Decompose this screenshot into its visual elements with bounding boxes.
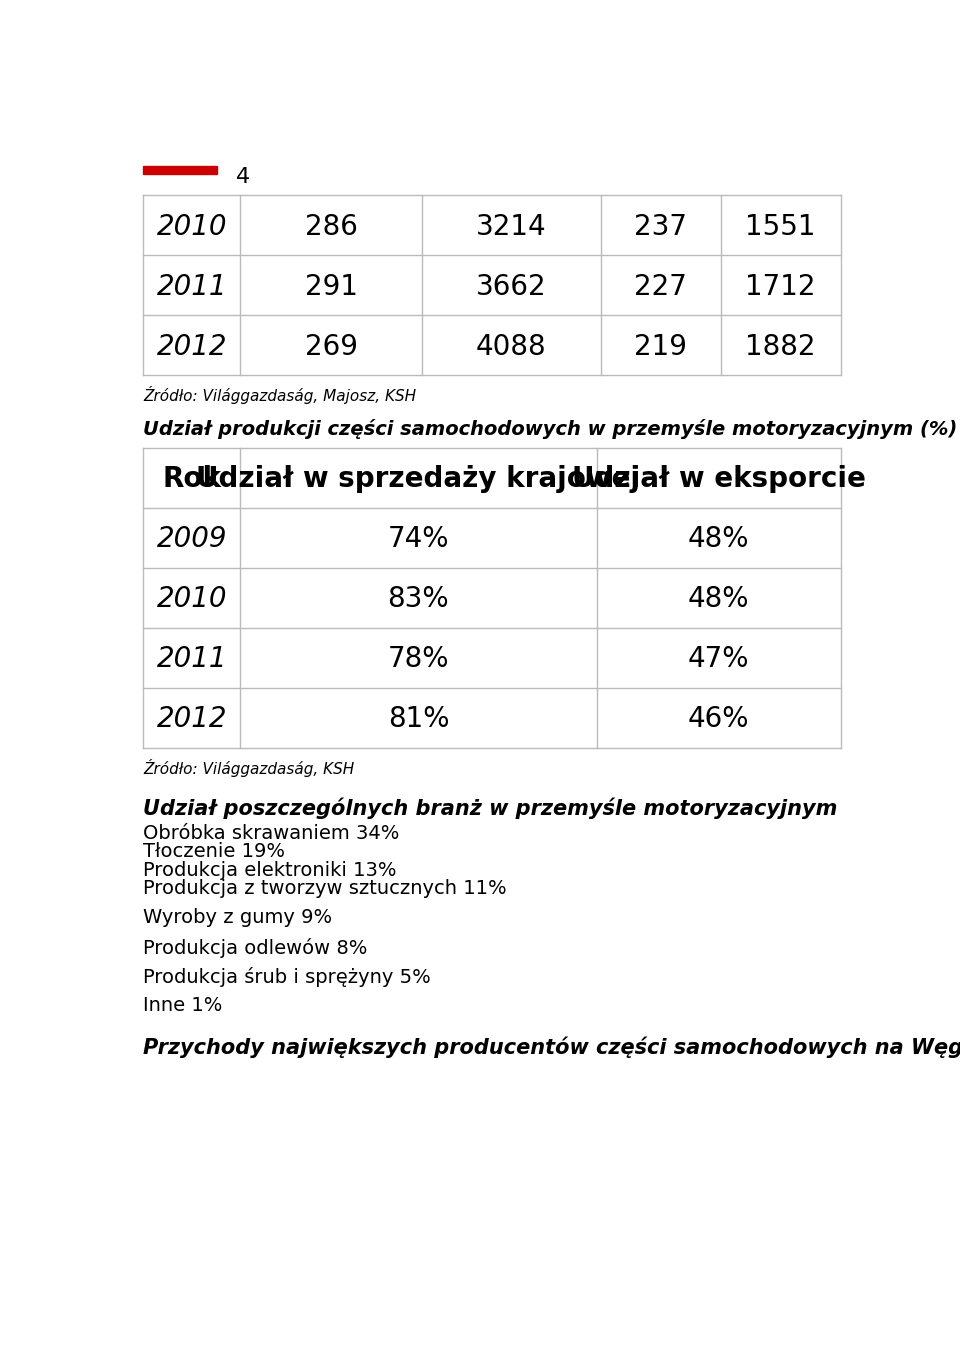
Text: 81%: 81% [388, 705, 449, 733]
Text: Źródło: Világgazdaság, Majosz, KSH: Źródło: Világgazdaság, Majosz, KSH [143, 386, 417, 405]
Text: 1882: 1882 [745, 333, 816, 361]
Text: 3662: 3662 [476, 273, 546, 300]
Text: Wyroby z gumy 9%: Wyroby z gumy 9% [143, 909, 332, 928]
Text: 237: 237 [634, 213, 687, 240]
Text: Udział w eksporcie: Udział w eksporcie [572, 464, 866, 493]
Text: 269: 269 [304, 333, 358, 361]
Text: 83%: 83% [388, 585, 449, 614]
Text: Produkcja śrub i sprężyny 5%: Produkcja śrub i sprężyny 5% [143, 967, 431, 987]
Text: 2010: 2010 [156, 213, 227, 240]
Text: Produkcja elektroniki 13%: Produkcja elektroniki 13% [143, 861, 396, 880]
Text: 2012: 2012 [156, 705, 227, 733]
Text: Udział produkcji części samochodowych w przemyśle motoryzacyjnym (%): Udział produkcji części samochodowych w … [143, 418, 957, 439]
Text: 48%: 48% [688, 526, 750, 553]
Bar [143, 166, 217, 174]
Text: 46%: 46% [688, 705, 750, 733]
Text: Udział w sprzedaży krajowej: Udział w sprzedaży krajowej [197, 464, 640, 493]
Text: 2011: 2011 [156, 273, 227, 300]
Text: 48%: 48% [688, 585, 750, 614]
Text: 2012: 2012 [156, 333, 227, 361]
Text: 74%: 74% [388, 526, 449, 553]
Text: Produkcja z tworzyw sztucznych 11%: Produkcja z tworzyw sztucznych 11% [143, 879, 507, 898]
Text: 1712: 1712 [745, 273, 816, 300]
Text: Udział poszczególnych branż w przemyśle motoryzacyjnym: Udział poszczególnych branż w przemyśle … [143, 797, 838, 819]
Text: 219: 219 [634, 333, 687, 361]
Text: 1551: 1551 [745, 213, 816, 240]
Text: 291: 291 [304, 273, 358, 300]
Text: 2010: 2010 [156, 585, 227, 614]
Text: Źródło: Világgazdaság, KSH: Źródło: Világgazdaság, KSH [143, 759, 354, 777]
Text: 4: 4 [236, 167, 251, 187]
Text: Przychody największych producentów części samochodowych na Węgrzech w 2012 roku : Przychody największych producentów częśc… [143, 1036, 960, 1058]
Text: 47%: 47% [688, 645, 750, 674]
Text: Inne 1%: Inne 1% [143, 997, 223, 1014]
Text: Tłoczenie 19%: Tłoczenie 19% [143, 842, 285, 861]
Text: 78%: 78% [388, 645, 449, 674]
Text: 2011: 2011 [156, 645, 227, 674]
Text: Obróbka skrawaniem 34%: Obróbka skrawaniem 34% [143, 823, 399, 842]
Text: 2009: 2009 [156, 526, 227, 553]
Text: 227: 227 [635, 273, 687, 300]
Text: 286: 286 [304, 213, 358, 240]
Text: Rok: Rok [162, 464, 221, 493]
Text: 4088: 4088 [476, 333, 546, 361]
Text: Produkcja odlewów 8%: Produkcja odlewów 8% [143, 937, 368, 957]
Text: 3214: 3214 [476, 213, 546, 240]
